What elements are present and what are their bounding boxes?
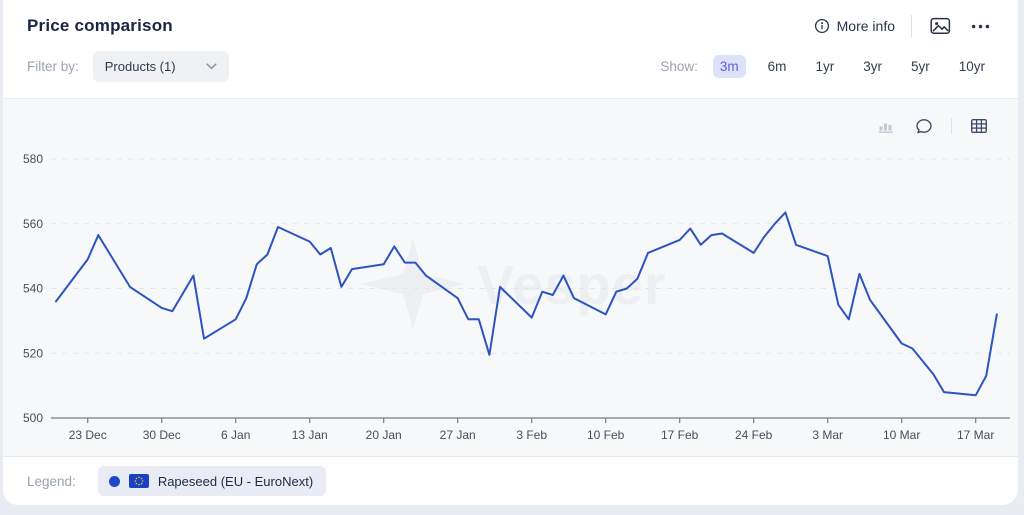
price-comparison-card: Price comparison More info (2, 0, 1018, 505)
x-axis-label: 24 Feb (735, 428, 773, 442)
range-button-1yr[interactable]: 1yr (808, 55, 841, 78)
time-range-group: Show: 3m 6m 1yr 3yr 5yr 10yr (660, 55, 992, 78)
bar-chart-icon (877, 119, 895, 134)
range-button-10yr[interactable]: 10yr (952, 55, 992, 78)
x-axis-label: 27 Jan (440, 428, 476, 442)
y-axis-label-540: 540 (23, 282, 43, 296)
x-axis-label: 6 Jan (221, 428, 250, 442)
products-dropdown-value: Products (1) (104, 59, 176, 74)
series-color-dot (108, 475, 120, 487)
x-axis-label: 23 Dec (69, 428, 107, 442)
filter-by-label: Filter by: (27, 59, 79, 74)
chart-view-button[interactable] (875, 117, 897, 136)
range-button-3yr[interactable]: 3yr (856, 55, 889, 78)
comments-button[interactable] (913, 115, 935, 137)
ellipsis-icon (971, 24, 990, 29)
legend-label: Legend: (27, 473, 76, 489)
more-options-button[interactable] (969, 22, 992, 31)
chart-section: Vesper 500 520 540 560 580 23 Dec 30 Dec 6 Jan 1… (3, 98, 1018, 456)
table-view-button[interactable] (968, 116, 990, 136)
header-divider (911, 15, 912, 37)
legend-series-label: Rapeseed (EU - EuroNext) (157, 473, 314, 489)
export-image-button[interactable] (928, 15, 953, 37)
card-header: Price comparison More info (3, 0, 1018, 39)
price-line-chart[interactable]: 500 520 540 560 580 23 Dec 30 Dec 6 Jan 13 Jan 20… (3, 99, 1018, 457)
filter-row: Filter by: Products (1) Show: 3m 6m 1yr … (3, 39, 1018, 98)
more-info-label: More info (836, 18, 895, 34)
x-axis-label: 30 Dec (143, 428, 181, 442)
more-info-button[interactable]: More info (814, 18, 895, 34)
products-dropdown[interactable]: Products (1) (92, 51, 229, 82)
show-label: Show: (660, 59, 698, 74)
y-axis-label-520: 520 (23, 346, 43, 360)
x-axis-label: 10 Feb (587, 428, 625, 442)
x-axis-label: 13 Jan (292, 428, 328, 442)
toolbar-divider (951, 118, 952, 134)
y-axis-label-560: 560 (23, 217, 43, 231)
x-axis-label: 3 Mar (812, 428, 843, 442)
speech-bubble-icon (915, 117, 933, 135)
x-axis-label: 20 Jan (366, 428, 402, 442)
legend-item-rapeseed[interactable]: Rapeseed (EU - EuroNext) (97, 466, 327, 496)
range-button-6m[interactable]: 6m (761, 55, 794, 78)
chart-toolbar (875, 115, 990, 137)
table-icon (970, 118, 988, 134)
price-line (55, 211, 998, 397)
eu-flag-icon (128, 474, 149, 488)
page-title: Price comparison (27, 16, 173, 35)
x-axis-label: 10 Mar (883, 428, 920, 442)
x-axis-label: 17 Feb (661, 428, 699, 442)
legend-row: Legend: Rapes (3, 456, 1018, 505)
image-icon (930, 17, 951, 35)
range-button-3m[interactable]: 3m (712, 55, 746, 78)
chevron-down-icon (206, 63, 217, 70)
x-axis-label: 17 Mar (957, 428, 994, 442)
info-circle-icon (814, 18, 830, 34)
range-button-5yr[interactable]: 5yr (904, 55, 937, 78)
x-axis-label: 3 Feb (516, 428, 547, 442)
y-axis-label-580: 580 (23, 152, 43, 166)
header-actions: More info (814, 15, 992, 37)
y-axis-label-500: 500 (23, 411, 43, 425)
